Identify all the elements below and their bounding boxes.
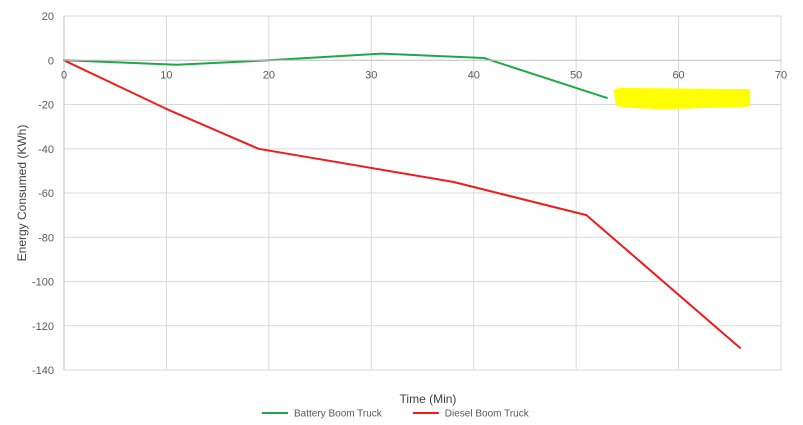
yellow-highlight — [613, 88, 751, 109]
x-tick-label: 30 — [365, 69, 377, 81]
legend-label: Battery Boom Truck — [294, 409, 383, 420]
series-line-1 — [63, 52, 608, 99]
y-tick-label: -60 — [38, 188, 54, 200]
x-tick-label: 0 — [61, 69, 67, 81]
y-tick-label: -100 — [32, 277, 54, 289]
grid-lines — [64, 15, 782, 371]
x-tick-label: 70 — [775, 69, 787, 81]
y-tick-label: -120 — [32, 321, 54, 333]
y-tick-label: -40 — [38, 144, 54, 156]
y-tick-label: 0 — [48, 55, 54, 67]
x-tick-label: 20 — [263, 69, 275, 81]
legend: Battery Boom Truck Diesel Boom Truck — [262, 409, 530, 420]
y-tick-label: -20 — [38, 100, 54, 112]
x-tick-label: 60 — [672, 69, 684, 81]
series-line-2 — [63, 59, 741, 349]
legend-label: Diesel Boom Truck — [445, 409, 530, 420]
tick-labels: -140 -120 -100 -80 -60 -40 -20 0 20 0 10 20 30 40 50 60… — [32, 11, 787, 377]
y-tick-label: -80 — [38, 232, 54, 244]
x-tick-label: 10 — [160, 69, 172, 81]
axes — [63, 16, 781, 371]
x-tick-label: 40 — [468, 69, 480, 81]
x-tick-label: 50 — [570, 69, 582, 81]
y-axis-title: Energy Consumed (KWh) — [15, 125, 29, 262]
y-tick-label: -140 — [32, 365, 54, 377]
highlight-annotations — [613, 88, 751, 109]
x-axis-title: Time (Min) — [400, 392, 457, 406]
y-tick-label: 20 — [42, 11, 54, 23]
